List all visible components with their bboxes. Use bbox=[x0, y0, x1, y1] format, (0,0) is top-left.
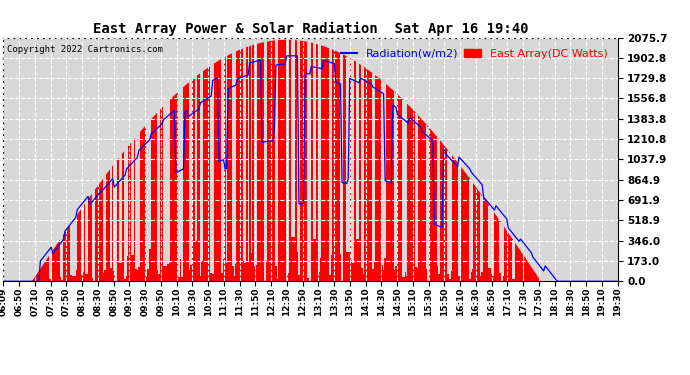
Legend: Radiation(w/m2), East Array(DC Watts): Radiation(w/m2), East Array(DC Watts) bbox=[336, 44, 612, 63]
Text: Copyright 2022 Cartronics.com: Copyright 2022 Cartronics.com bbox=[6, 45, 162, 54]
Title: East Array Power & Solar Radiation  Sat Apr 16 19:40: East Array Power & Solar Radiation Sat A… bbox=[92, 22, 529, 36]
